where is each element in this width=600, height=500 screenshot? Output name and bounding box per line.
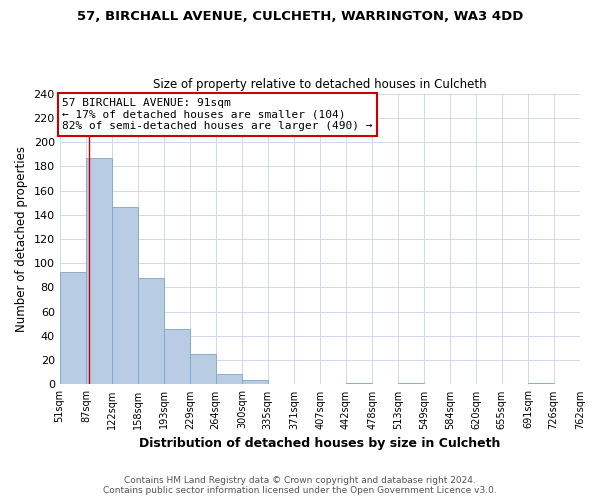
Bar — [164, 328, 190, 384]
X-axis label: Distribution of detached houses by size in Culcheth: Distribution of detached houses by size … — [139, 437, 500, 450]
Y-axis label: Number of detached properties: Number of detached properties — [15, 146, 28, 332]
Bar — [215, 374, 242, 384]
Bar — [346, 383, 372, 384]
Bar — [242, 380, 268, 384]
Text: 57, BIRCHALL AVENUE, CULCHETH, WARRINGTON, WA3 4DD: 57, BIRCHALL AVENUE, CULCHETH, WARRINGTO… — [77, 10, 523, 23]
Bar — [112, 208, 138, 384]
Text: Contains HM Land Registry data © Crown copyright and database right 2024.
Contai: Contains HM Land Registry data © Crown c… — [103, 476, 497, 495]
Bar — [190, 354, 215, 384]
Bar — [59, 272, 86, 384]
Bar — [398, 383, 424, 384]
Title: Size of property relative to detached houses in Culcheth: Size of property relative to detached ho… — [153, 78, 487, 91]
Bar — [86, 158, 112, 384]
Bar — [528, 383, 554, 384]
Bar — [138, 278, 164, 384]
Text: 57 BIRCHALL AVENUE: 91sqm
← 17% of detached houses are smaller (104)
82% of semi: 57 BIRCHALL AVENUE: 91sqm ← 17% of detac… — [62, 98, 373, 131]
